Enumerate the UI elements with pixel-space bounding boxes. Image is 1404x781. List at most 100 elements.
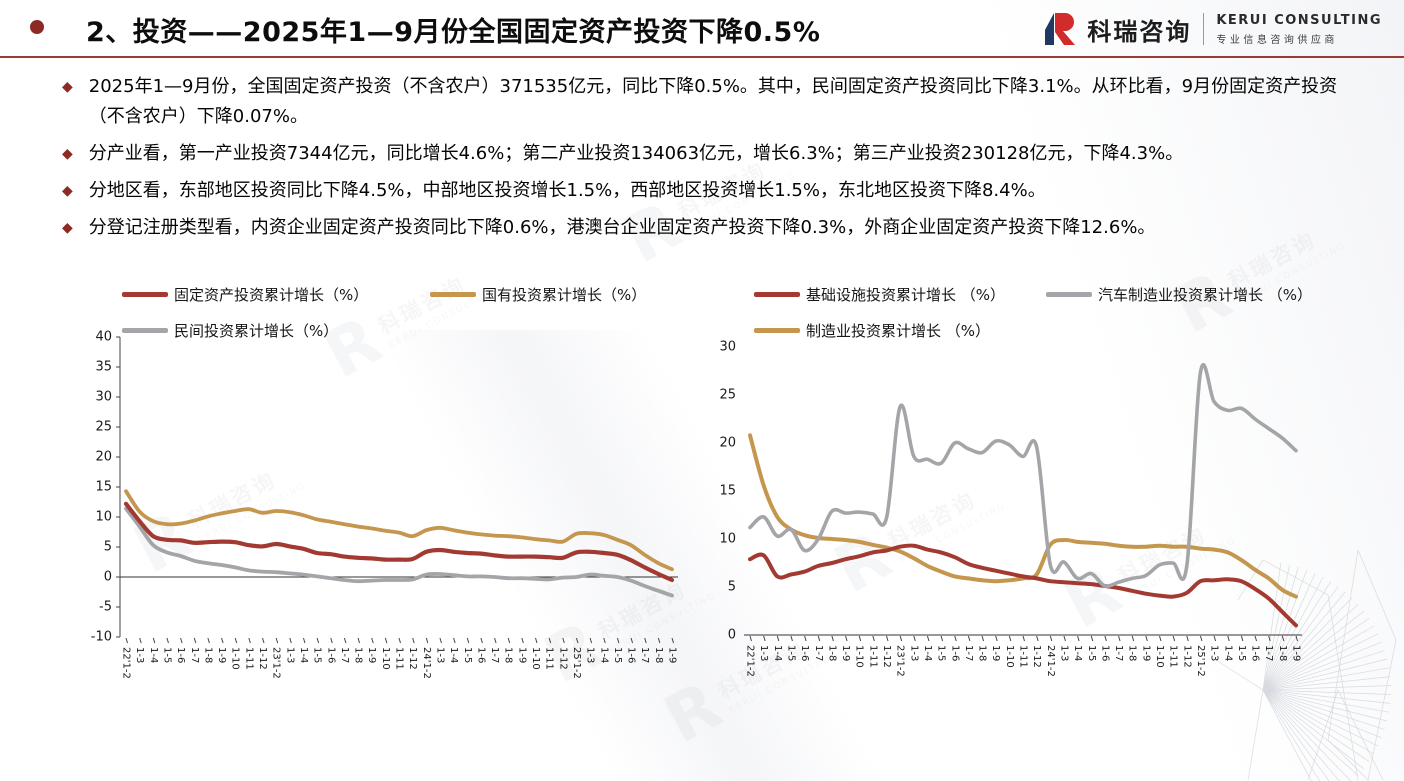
y-tick-label: 10 [95, 510, 112, 525]
x-tick-label: 1-5 [462, 647, 473, 663]
legend-line-swatch [1046, 291, 1092, 297]
legend-label: 汽车制造业投资累计增长 （%） [1098, 285, 1313, 304]
bullet-item: ◆ 分登记注册类型看，内资企业固定资产投资同比下降0.6%，港澳台企业固定资产投… [62, 213, 1362, 243]
x-tick-label: 1-3 [1058, 645, 1069, 661]
x-tick-label: 1-8 [353, 647, 364, 663]
x-tick-label: 23'1-2 [895, 645, 906, 677]
x-tick-label: 1-6 [1250, 645, 1261, 661]
x-tick-label: 1-9 [1140, 645, 1151, 661]
x-tick-label: 1-8 [503, 647, 514, 663]
x-tick-label: 1-8 [653, 647, 664, 663]
series-line-2 [748, 433, 1298, 599]
y-tick-label: 40 [95, 330, 112, 345]
header-bullet-dot-icon [30, 20, 44, 34]
x-tick-label: 1-5 [1236, 645, 1247, 661]
y-tick-label: 15 [95, 480, 112, 495]
x-tick-label: 1-11 [394, 647, 405, 670]
kerui-logo-mark-icon [1041, 10, 1079, 48]
x-tick-label: 24'1-2 [421, 647, 432, 679]
x-tick-label: 25'1-2 [1195, 645, 1206, 677]
legend-item: 汽车制造业投资累计增长 （%） [1046, 283, 1312, 305]
x-tick-label: 1-9 [366, 647, 377, 663]
bullet-item: ◆ 2025年1—9月份，全国固定资产投资（不含农户）371535亿元，同比下降… [62, 72, 1362, 132]
x-tick-label: 1-3 [1209, 645, 1220, 661]
header: 2、投资——2025年1—9月份全国固定资产投资下降0.5% 科瑞咨询 KERU… [0, 0, 1404, 56]
x-tick-label: 1-6 [475, 647, 486, 663]
x-tick-label: 1-7 [813, 645, 824, 661]
bullet-text: 分地区看，东部地区投资同比下降4.5%，中部地区投资增长1.5%，西部地区投资增… [88, 180, 1046, 201]
legend-label: 民间投资累计增长（%） [174, 321, 339, 340]
x-tick-label: 1-5 [936, 645, 947, 661]
x-tick-label: 1-10 [530, 647, 541, 670]
bullet-text: 分产业看，第一产业投资7344亿元，同比增长4.6%；第二产业投资134063亿… [88, 143, 1184, 164]
x-tick-label: 1-4 [922, 645, 933, 661]
series-line-2 [124, 506, 674, 598]
legend-label: 基础设施投资累计增长 （%） [806, 285, 1006, 304]
y-tick-label: 20 [719, 436, 736, 451]
chart-legend: 基础设施投资累计增长 （%） 汽车制造业投资累计增长 （%） 制造业投资累计增长 （… [754, 283, 1312, 341]
diamond-bullet-icon: ◆ [62, 220, 73, 236]
x-tick-label: 1-8 [1127, 645, 1138, 661]
x-tick-label: 22'1-2 [745, 645, 756, 677]
x-tick-label: 23'1-2 [271, 647, 282, 679]
y-tick-label: -5 [99, 600, 112, 615]
x-tick-label: 1-11 [867, 645, 878, 668]
x-tick-label: 22'1-2 [121, 647, 132, 679]
x-tick-label: 1-4 [772, 645, 783, 661]
x-tick-label: 1-6 [175, 647, 186, 663]
diamond-bullet-icon: ◆ [62, 146, 73, 162]
x-tick-label: 1-3 [284, 647, 295, 663]
bullet-text: 分登记注册类型看，内资企业固定资产投资同比下降0.6%，港澳台企业固定资产投资下… [88, 217, 1156, 238]
page-title: 2、投资——2025年1—9月份全国固定资产投资下降0.5% [86, 17, 821, 48]
logo-name-en: KERUI CONSULTING [1216, 12, 1382, 28]
x-tick-label: 1-7 [339, 647, 350, 663]
x-tick-label: 1-5 [1086, 645, 1097, 661]
x-tick-label: 1-5 [161, 647, 172, 663]
x-tick-label: 1-11 [544, 647, 555, 670]
x-tick-label: 1-11 [1168, 645, 1179, 668]
legend-line-swatch [754, 291, 800, 297]
logo-divider [1203, 13, 1205, 45]
x-tick-label: 1-3 [908, 645, 919, 661]
x-tick-label: 1-3 [585, 647, 596, 663]
bullet-text: 2025年1—9月份，全国固定资产投资（不含农户）371535亿元，同比下降0.… [88, 76, 1338, 127]
series-line-0 [748, 543, 1298, 628]
series-line-0 [123, 501, 675, 583]
header-rule [0, 56, 1404, 58]
x-tick-label: 1-5 [612, 647, 623, 663]
legend-item: 国有投资累计增长（%） [430, 283, 646, 305]
x-tick-label: 1-11 [1018, 645, 1029, 668]
x-tick-label: 1-7 [1263, 645, 1274, 661]
sector-investment-chart: 基础设施投资累计增长 （%） 汽车制造业投资累计增长 （%） 制造业投资累计增长 （… [710, 283, 1330, 723]
x-tick-label: 1-12 [1181, 645, 1192, 668]
fixed-asset-investment-chart: 固定资产投资累计增长（%） 国有投资累计增长（%） 民间投资累计增长（%） 40 35… [86, 283, 706, 723]
x-tick-label: 1-9 [216, 647, 227, 663]
x-tick-label: 1-7 [963, 645, 974, 661]
legend-line-swatch [430, 291, 476, 297]
x-tick-label: 1-9 [840, 645, 851, 661]
series-line-1 [748, 362, 1298, 589]
y-tick-label: 30 [95, 390, 112, 405]
x-tick-label: 1-11 [243, 647, 254, 670]
x-tick-label: 1-10 [380, 647, 391, 670]
x-tick-label: 1-6 [949, 645, 960, 661]
legend-item: 制造业投资累计增长 （%） [754, 319, 1046, 341]
diamond-bullet-icon: ◆ [62, 79, 73, 95]
x-tick-label: 1-10 [1004, 645, 1015, 668]
legend-line-swatch [122, 291, 168, 297]
x-tick-label: 1-4 [298, 647, 309, 663]
legend-item: 固定资产投资累计增长（%） [122, 283, 430, 305]
y-tick-label: 30 [719, 340, 736, 355]
x-tick-label: 1-7 [489, 647, 500, 663]
x-tick-label: 1-12 [881, 645, 892, 668]
y-tick-label: 0 [104, 570, 112, 585]
x-tick-label: 1-3 [434, 647, 445, 663]
x-tick-label: 1-9 [990, 645, 1001, 661]
legend-item: 基础设施投资累计增长 （%） [754, 283, 1046, 305]
x-tick-label: 1-4 [148, 647, 159, 663]
x-tick-label: 1-5 [785, 645, 796, 661]
x-tick-label: 1-3 [758, 645, 769, 661]
